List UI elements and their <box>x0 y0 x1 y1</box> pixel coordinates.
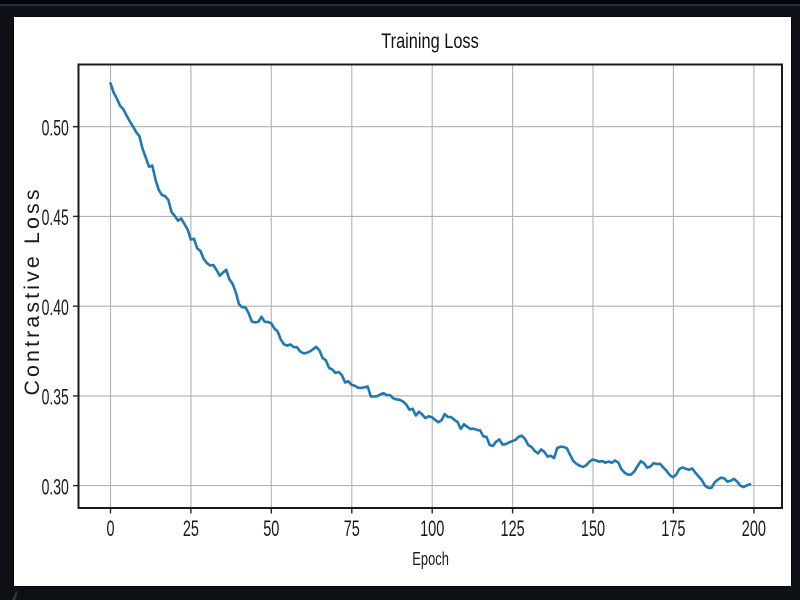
svg-text:25: 25 <box>183 516 199 541</box>
svg-text:200: 200 <box>742 516 766 541</box>
svg-text:0: 0 <box>107 516 115 541</box>
svg-text:0.40: 0.40 <box>42 295 69 320</box>
svg-text:Epoch: Epoch <box>412 548 449 569</box>
svg-text:0.50: 0.50 <box>42 116 69 141</box>
svg-text:150: 150 <box>581 516 605 541</box>
svg-text:50: 50 <box>263 516 279 541</box>
svg-text:125: 125 <box>501 516 525 541</box>
svg-text:175: 175 <box>661 516 685 541</box>
svg-text:Training Loss: Training Loss <box>381 30 479 53</box>
svg-text:0.35: 0.35 <box>42 385 69 410</box>
svg-text:100: 100 <box>420 516 444 541</box>
svg-text:75: 75 <box>344 516 360 541</box>
svg-text:0.30: 0.30 <box>42 474 69 499</box>
svg-text:Contrastive Loss: Contrastive Loss <box>20 190 44 396</box>
svg-text:0.45: 0.45 <box>42 205 69 230</box>
